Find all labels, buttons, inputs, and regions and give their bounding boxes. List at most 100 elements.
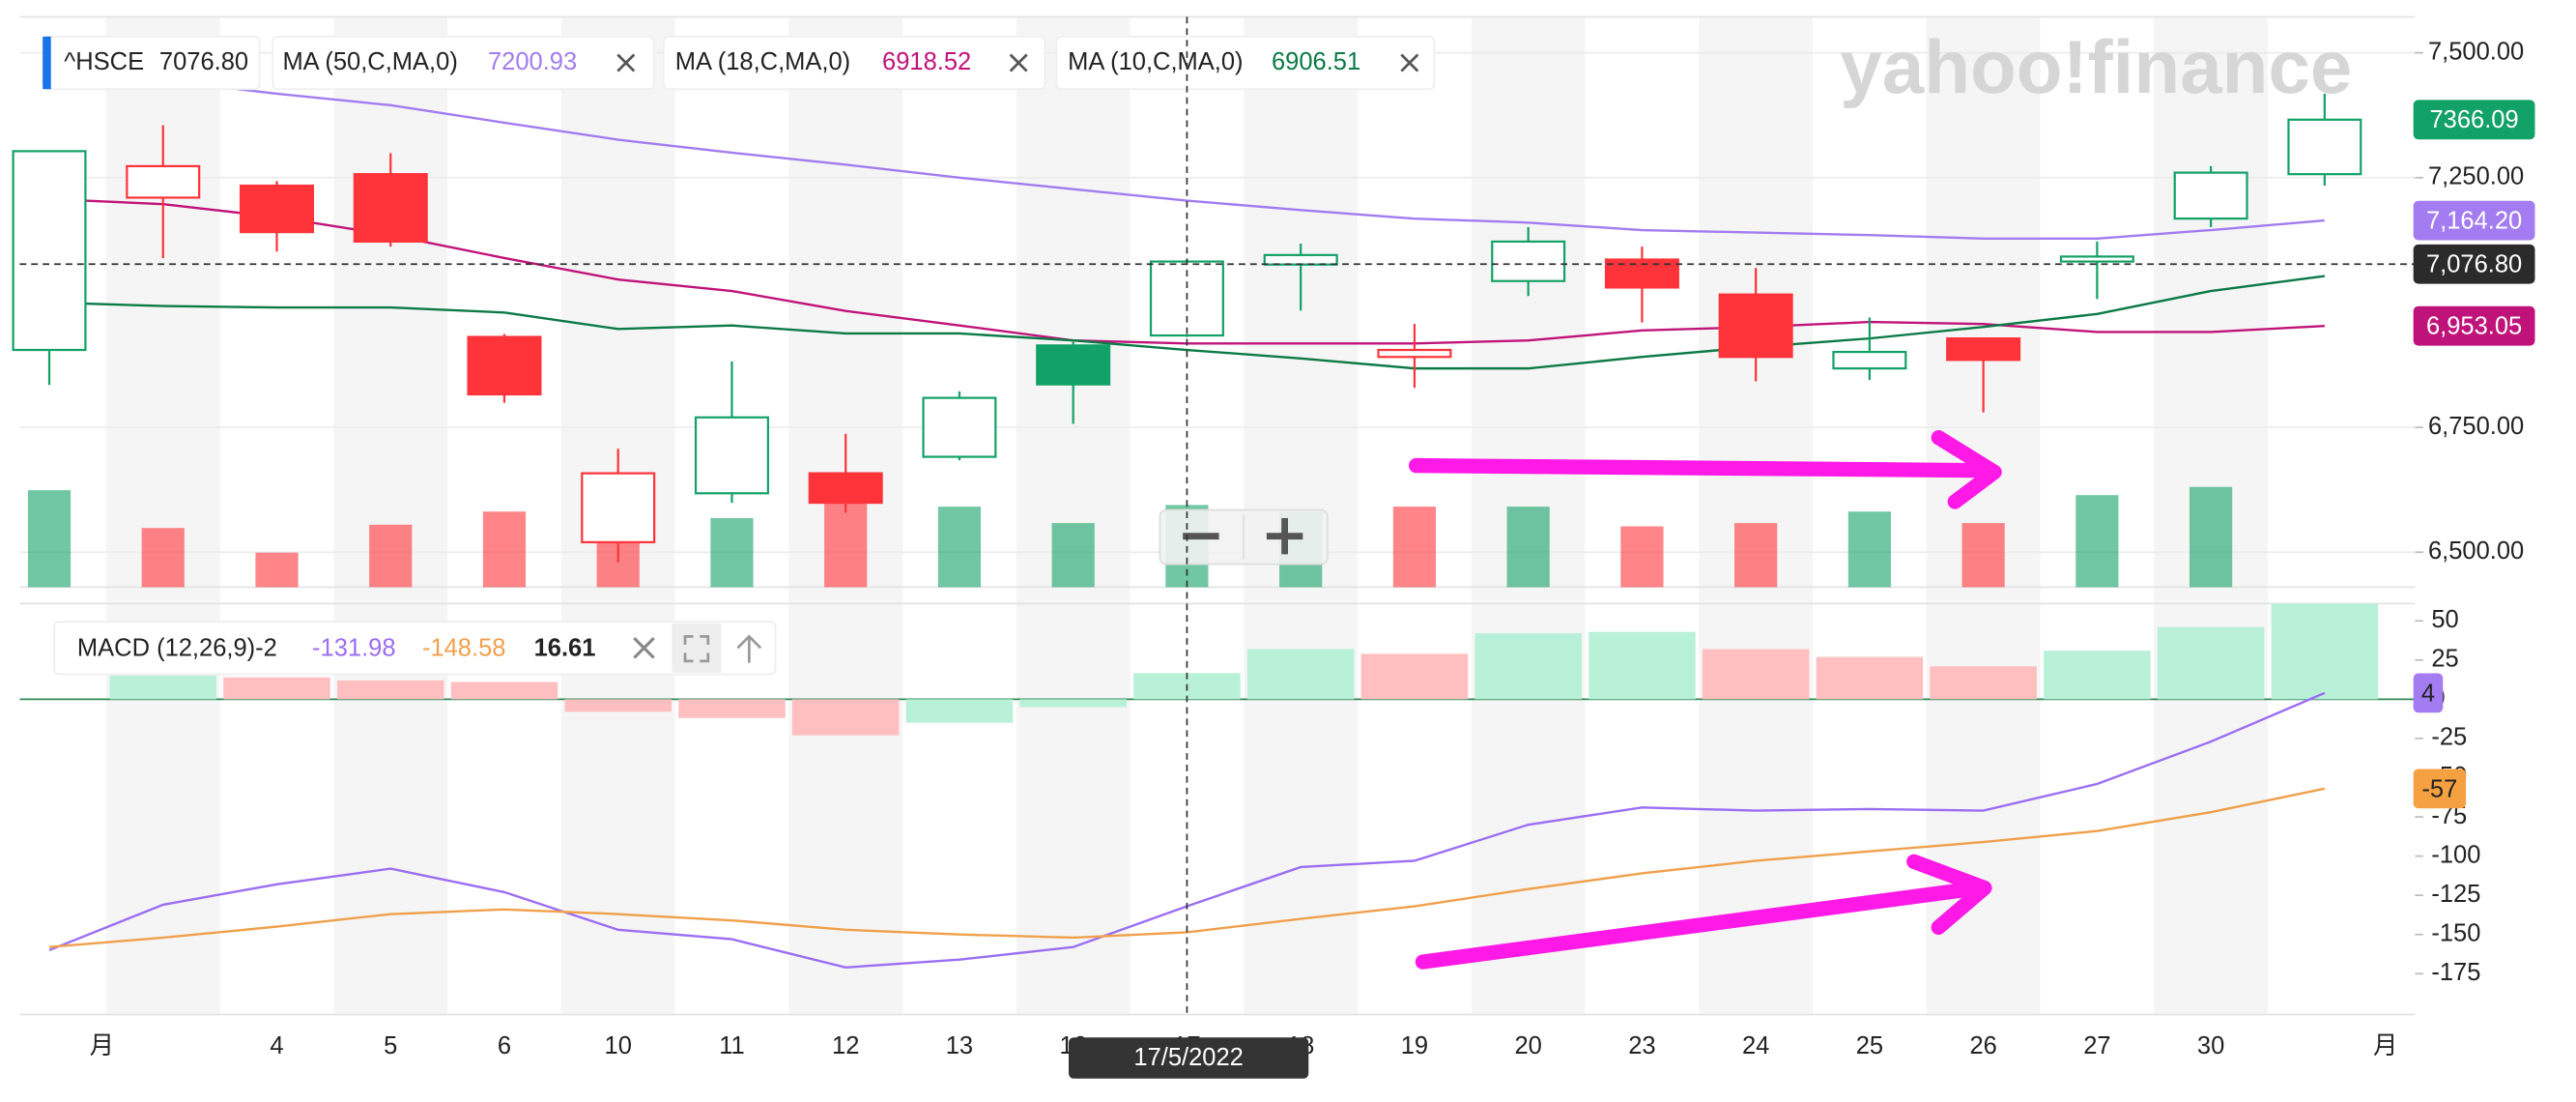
y-tick-label: 25 xyxy=(2431,646,2458,673)
close-icon[interactable] xyxy=(1009,53,1028,72)
candle-body xyxy=(1718,293,1793,359)
zoom-controls[interactable] xyxy=(1159,508,1329,566)
expand-button[interactable] xyxy=(672,623,722,673)
x-month-label: 月 xyxy=(90,1032,115,1059)
x-tick-label: 11 xyxy=(719,1032,744,1059)
legend-name: MACD (12,26,9)-2 xyxy=(77,635,277,662)
volume-bar xyxy=(369,524,413,588)
candle-body xyxy=(467,335,542,396)
histogram-bar xyxy=(223,677,330,700)
histogram-bar xyxy=(1702,649,1810,700)
price-badge-label: -57 xyxy=(2421,775,2457,802)
arrow-head xyxy=(1906,854,1992,936)
x-tick-label: 5 xyxy=(384,1032,397,1059)
price-badge xyxy=(2413,244,2535,284)
candle-body xyxy=(1263,253,1338,266)
histogram-bar xyxy=(2044,651,2151,700)
date-badge-label: 17/5/2022 xyxy=(1133,1044,1243,1071)
watermark: yahoo!finance xyxy=(1840,24,2352,109)
legend-marker xyxy=(43,36,51,90)
y-tick-label: 7,500.00 xyxy=(2428,38,2524,65)
candle-body xyxy=(12,150,87,352)
x-tick-label: 13 xyxy=(946,1032,973,1059)
volume-bar xyxy=(482,511,527,588)
x-tick-label: 26 xyxy=(1969,1032,1996,1059)
volume-bar xyxy=(1620,526,1664,588)
x-tick-label: 12 xyxy=(832,1032,859,1059)
histogram-bar xyxy=(1246,649,1355,700)
candle-body xyxy=(126,164,201,199)
price-badge-label: 7,164.20 xyxy=(2426,208,2522,235)
y-tick-label: -100 xyxy=(2431,841,2480,868)
candle-body xyxy=(1377,348,1452,359)
histogram-bar xyxy=(564,699,672,712)
histogram-bar xyxy=(2271,603,2379,700)
legend-value: 7200.93 xyxy=(488,48,577,75)
volume-bar xyxy=(1961,523,2005,588)
candle-body xyxy=(1491,240,1566,282)
close-icon[interactable] xyxy=(616,53,636,72)
candle-body xyxy=(353,173,428,244)
y-tick-label: -25 xyxy=(2431,724,2467,751)
histogram-bar xyxy=(791,699,900,736)
x-tick-label: 19 xyxy=(1401,1032,1428,1059)
volume-bar xyxy=(2190,486,2233,588)
volume-bar xyxy=(1734,523,1778,588)
price-badge-label: 6,953.05 xyxy=(2426,313,2522,340)
price-badge xyxy=(2413,768,2467,809)
histogram-bar xyxy=(2157,626,2265,700)
legend-name: MA (10,C,MA,0) xyxy=(1068,48,1243,75)
histogram-bar xyxy=(1360,653,1469,700)
x-tick-label: 4 xyxy=(270,1032,283,1059)
close-icon[interactable] xyxy=(1400,53,1419,72)
legend-box xyxy=(53,621,777,676)
volume-bar xyxy=(1847,511,1891,588)
legend-name: MA (50,C,MA,0) xyxy=(282,48,457,75)
column-band xyxy=(1016,16,1131,1015)
volume-bar xyxy=(141,528,185,588)
histogram-bar xyxy=(905,699,1014,723)
ma-line xyxy=(48,66,2325,240)
legend-box xyxy=(663,35,1046,91)
histogram-bar xyxy=(678,699,786,718)
volume-bar xyxy=(255,552,299,588)
legend-name: MA (18,C,MA,0) xyxy=(675,48,850,75)
legend-value: -131.98 xyxy=(312,635,396,662)
overlays: 17/5/2022 7366.09 7,164.20 7,076.80 6,953.05… xyxy=(19,16,2535,1079)
arrow xyxy=(1408,457,1992,478)
ma-line xyxy=(48,275,2326,370)
histogram-bar xyxy=(336,680,444,700)
x-tick-label: 10 xyxy=(605,1032,632,1059)
histogram-bar xyxy=(1589,631,1696,700)
price-badge-label: 4 xyxy=(2421,680,2435,707)
x-tick-label: 25 xyxy=(1856,1032,1883,1059)
candle-body xyxy=(2173,171,2248,220)
y-tick-label: 50 xyxy=(2431,606,2458,633)
histogram-bar xyxy=(450,682,558,700)
x-tick-label: 6 xyxy=(498,1032,511,1059)
legend-value: 6906.51 xyxy=(1272,48,1360,75)
candle-body xyxy=(1946,337,2021,362)
arrow-head xyxy=(1931,430,2002,509)
close-icon[interactable] xyxy=(633,637,655,659)
move-up-icon[interactable] xyxy=(736,634,762,663)
histogram-bar xyxy=(1816,656,1924,700)
y-tick-label: 7,250.00 xyxy=(2428,163,2524,190)
volume-bar xyxy=(1392,507,1437,588)
column-band xyxy=(1926,16,2041,1015)
candle-body xyxy=(694,416,769,495)
legend-symbol: ^HSCE xyxy=(64,48,144,75)
annotation-arrows xyxy=(1408,430,2002,970)
volume-bar xyxy=(710,517,754,588)
candle-body xyxy=(1604,258,1679,289)
volume-bar xyxy=(1506,507,1550,588)
legend-value: 6918.52 xyxy=(882,48,971,75)
legend-box xyxy=(1055,35,1436,91)
expand-icon xyxy=(683,635,710,663)
y-tick-label: -150 xyxy=(2431,919,2480,946)
volume-bar xyxy=(1051,523,1095,588)
legend-value: 16.61 xyxy=(534,635,596,662)
candle-body xyxy=(581,472,656,544)
